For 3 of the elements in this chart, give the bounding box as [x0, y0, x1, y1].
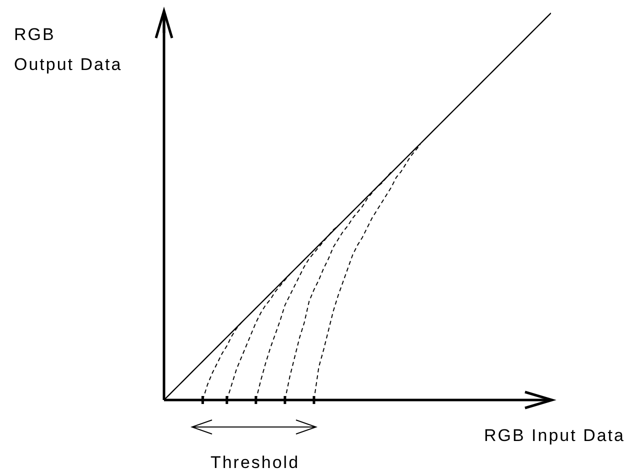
y-axis-title: RGB Output Data — [14, 25, 122, 74]
text: Threshold — [210, 453, 300, 472]
x-axis-title: RGB Input Data — [484, 426, 625, 445]
